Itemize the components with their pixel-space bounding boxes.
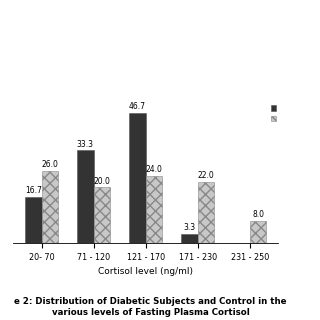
Legend: , : , bbox=[271, 105, 277, 122]
Bar bbox=[42, 171, 58, 243]
Bar bbox=[198, 182, 214, 243]
Text: 20.0: 20.0 bbox=[93, 177, 110, 186]
Text: e 2: Distribution of Diabetic Subjects and Control in the
various levels of Fast: e 2: Distribution of Diabetic Subjects a… bbox=[14, 297, 287, 317]
Bar bbox=[181, 234, 198, 243]
Bar bbox=[93, 187, 110, 243]
Text: 24.0: 24.0 bbox=[146, 165, 162, 174]
Text: 8.0: 8.0 bbox=[252, 210, 264, 219]
Bar bbox=[129, 113, 146, 243]
Text: 3.3: 3.3 bbox=[183, 223, 196, 232]
Bar bbox=[25, 196, 42, 243]
Bar bbox=[146, 176, 162, 243]
Text: 16.7: 16.7 bbox=[25, 186, 42, 195]
Text: 46.7: 46.7 bbox=[129, 102, 146, 111]
Text: 22.0: 22.0 bbox=[197, 171, 214, 180]
Bar bbox=[250, 221, 266, 243]
Bar bbox=[77, 150, 93, 243]
X-axis label: Cortisol level (ng/ml): Cortisol level (ng/ml) bbox=[98, 268, 193, 276]
Text: 26.0: 26.0 bbox=[41, 160, 58, 169]
Text: 33.3: 33.3 bbox=[77, 140, 94, 148]
